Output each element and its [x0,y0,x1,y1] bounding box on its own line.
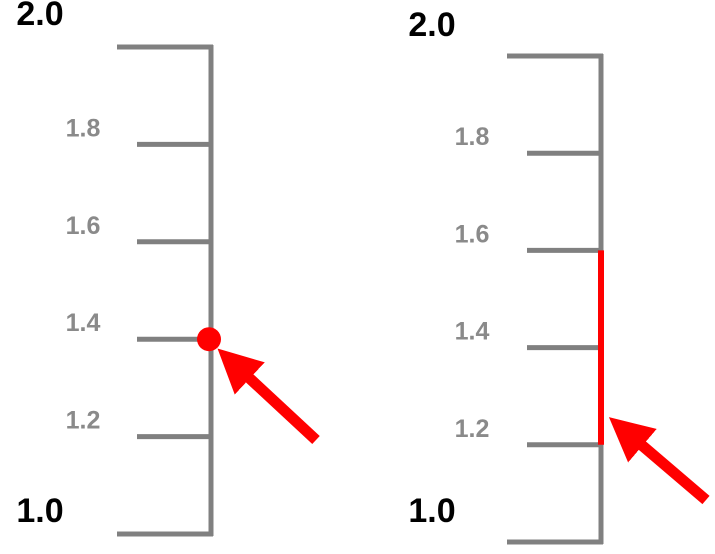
major-tick-label: 1.0 [408,492,455,530]
minor-tick-label: 1.2 [455,415,490,443]
minor-tick-label: 1.4 [66,309,101,337]
minor-tick-label: 1.2 [66,407,101,435]
minor-tick-label: 1.8 [66,114,101,142]
minor-tick-label: 1.4 [455,318,490,346]
major-tick-label: 2.0 [408,6,455,44]
major-tick-label: 1.0 [16,492,63,530]
point-scale: 1.0 2.0 1.2 1.4 1.6 1.8 [16,0,320,537]
arrow-pointing-up-left-icon [608,417,710,505]
minor-tick-label: 1.8 [455,123,490,151]
value-marker-point [197,327,221,352]
minor-tick-label: 1.6 [66,212,101,240]
interval-scale: 1.0 2.0 1.2 1.4 1.6 1.8 [408,6,710,545]
major-tick-label: 2.0 [16,0,63,33]
arrow-pointing-up-left-icon [217,348,320,445]
minor-tick-label: 1.6 [455,220,490,248]
